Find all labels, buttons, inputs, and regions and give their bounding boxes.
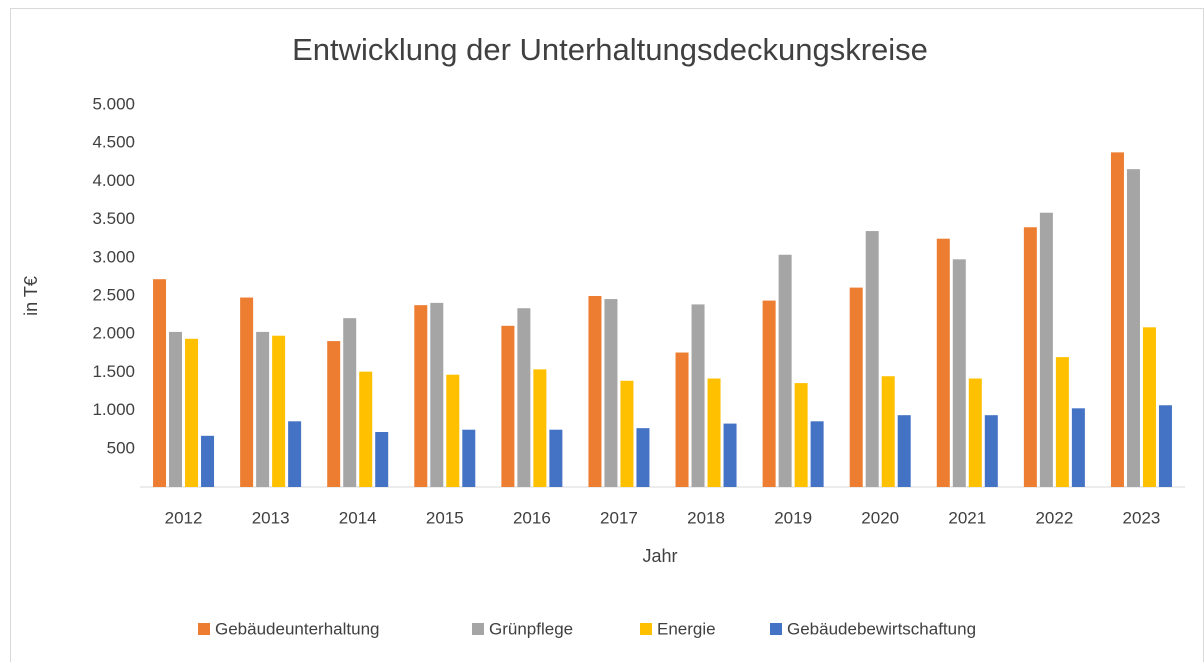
bar bbox=[169, 331, 183, 487]
bar bbox=[327, 341, 341, 487]
x-tick-label: 2019 bbox=[774, 508, 812, 527]
bar bbox=[1126, 169, 1140, 487]
x-tick-label: 2021 bbox=[948, 508, 986, 527]
bar bbox=[517, 308, 531, 487]
x-tick-label: 2020 bbox=[861, 508, 899, 527]
x-tick-label: 2014 bbox=[339, 508, 377, 527]
bar bbox=[810, 421, 824, 487]
bar bbox=[881, 376, 895, 487]
x-tick-label: 2012 bbox=[165, 508, 203, 527]
legend-label: Energie bbox=[657, 619, 716, 638]
x-tick-label: 2022 bbox=[1035, 508, 1073, 527]
bar bbox=[968, 378, 982, 487]
y-axis-label: in T€ bbox=[21, 276, 41, 316]
bar bbox=[153, 279, 167, 487]
x-tick-label: 2023 bbox=[1123, 508, 1161, 527]
bar bbox=[1110, 152, 1124, 488]
y-tick-label: 4.000 bbox=[92, 171, 135, 190]
bar bbox=[343, 318, 357, 487]
bar bbox=[256, 331, 270, 487]
chart-title: Entwicklung der Unterhaltungsdeckungskre… bbox=[292, 32, 928, 67]
bar bbox=[778, 254, 792, 487]
bar bbox=[691, 304, 705, 487]
bar bbox=[288, 421, 302, 487]
bar bbox=[707, 378, 721, 487]
y-tick-label: 5.000 bbox=[92, 94, 135, 113]
bar bbox=[240, 297, 254, 487]
bar bbox=[675, 352, 689, 487]
bar bbox=[1071, 408, 1085, 487]
y-tick-label: 500 bbox=[107, 438, 135, 457]
y-tick-label: 3.500 bbox=[92, 209, 135, 228]
bar bbox=[501, 325, 515, 487]
y-tick-label: 2.000 bbox=[92, 324, 135, 343]
x-axis-label: Jahr bbox=[642, 546, 677, 566]
bar bbox=[549, 429, 563, 487]
bar bbox=[375, 431, 389, 487]
y-tick-label: 3.000 bbox=[92, 247, 135, 266]
bar bbox=[185, 338, 199, 487]
bar bbox=[359, 371, 373, 487]
bar bbox=[849, 287, 863, 487]
bar bbox=[952, 259, 966, 487]
bar bbox=[620, 380, 634, 487]
bar bbox=[430, 302, 444, 487]
bar bbox=[462, 429, 476, 487]
y-tick-label: 1.500 bbox=[92, 362, 135, 381]
y-tick-label: 2.500 bbox=[92, 285, 135, 304]
legend-label: Grünpflege bbox=[489, 619, 573, 638]
legend-label: Gebäudeunterhaltung bbox=[215, 619, 379, 638]
bar bbox=[762, 300, 776, 487]
bar bbox=[897, 415, 911, 487]
bar bbox=[1142, 327, 1156, 487]
bar bbox=[865, 231, 879, 487]
legend-label: Gebäudebewirtschaftung bbox=[787, 619, 976, 638]
bar bbox=[272, 335, 286, 487]
x-tick-label: 2017 bbox=[600, 508, 638, 527]
legend-swatch bbox=[640, 623, 652, 635]
bar bbox=[201, 435, 215, 487]
bar bbox=[446, 374, 460, 487]
bar bbox=[1023, 227, 1037, 488]
bar bbox=[936, 238, 950, 487]
bar bbox=[636, 428, 650, 487]
legend-swatch bbox=[770, 623, 782, 635]
bar bbox=[1039, 212, 1053, 487]
x-tick-label: 2015 bbox=[426, 508, 464, 527]
bar bbox=[984, 415, 998, 487]
y-tick-label: 4.500 bbox=[92, 133, 135, 152]
x-tick-label: 2016 bbox=[513, 508, 551, 527]
bar bbox=[1055, 357, 1069, 487]
bar bbox=[794, 383, 808, 487]
bar bbox=[723, 423, 737, 487]
legend-swatch bbox=[198, 623, 210, 635]
legend-swatch bbox=[472, 623, 484, 635]
bar bbox=[604, 299, 618, 487]
x-tick-label: 2013 bbox=[252, 508, 290, 527]
bar bbox=[588, 296, 602, 487]
y-tick-label: 1.000 bbox=[92, 400, 135, 419]
bar bbox=[414, 305, 428, 487]
x-tick-label: 2018 bbox=[687, 508, 725, 527]
bar bbox=[1158, 405, 1172, 487]
bar bbox=[533, 369, 547, 487]
